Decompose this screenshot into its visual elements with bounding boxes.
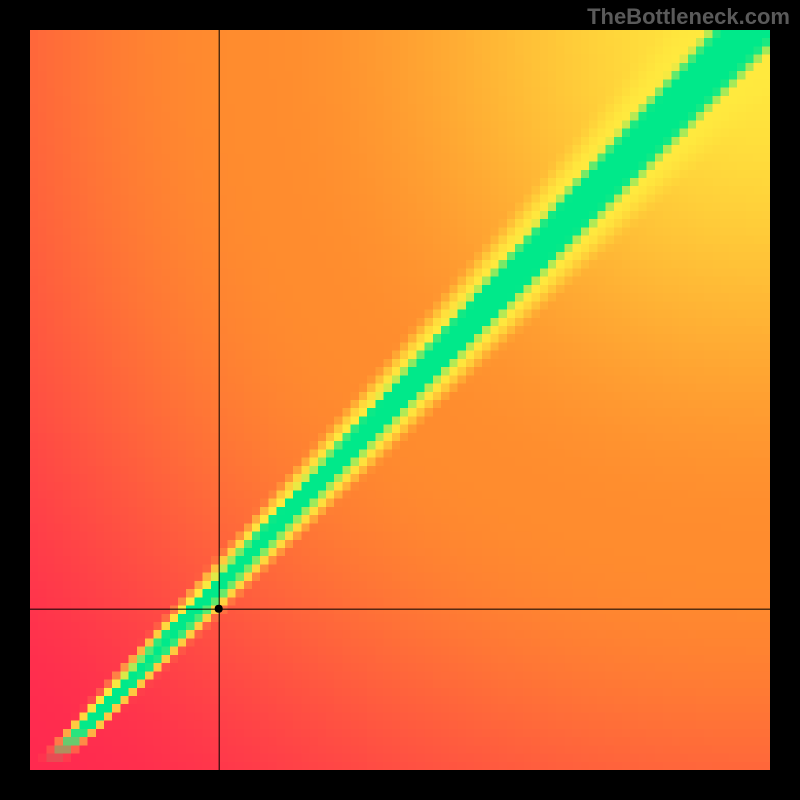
watermark-label: TheBottleneck.com [587,4,790,30]
chart-container: TheBottleneck.com [0,0,800,800]
heatmap-canvas [30,30,770,770]
